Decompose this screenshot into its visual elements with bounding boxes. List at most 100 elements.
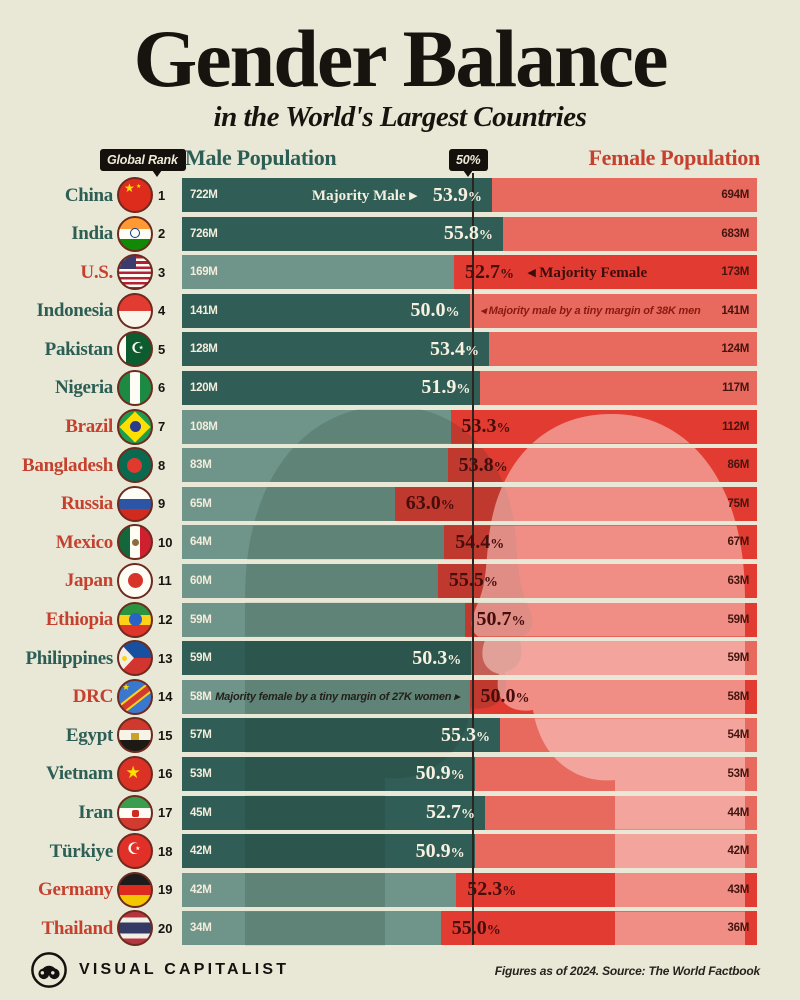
male-population-label: Male Population	[185, 145, 337, 170]
country-name: Iran	[78, 802, 113, 823]
majority-share-label: 53.9%	[432, 183, 482, 206]
male-value: 45M	[190, 806, 212, 819]
male-value: 42M	[190, 845, 212, 858]
flag-icon-brazil	[117, 408, 153, 445]
flag-icon-thailand	[117, 910, 153, 947]
table-row: DRC 14 Majority female by a tiny margin of…	[0, 678, 800, 715]
chart-header: Global Rank Male Population 50% Female P…	[0, 145, 800, 177]
country-name: Germany	[38, 879, 113, 901]
female-bar-segment	[489, 332, 757, 367]
majority-share-label: 54.4%	[455, 530, 505, 553]
country-name: Ethiopia	[45, 609, 114, 631]
male-bar-segment: 53.4%	[182, 332, 490, 367]
rank-number: 6	[158, 380, 166, 396]
majority-share-label: 53.3%	[461, 415, 511, 438]
table-row: Germany 19 52.3% 42M 43M	[0, 871, 800, 908]
female-bar-segment: 52.3%	[456, 872, 757, 907]
male-value: 59M	[190, 613, 212, 626]
table-row: Mexico 10 54.4% 64M 67M	[0, 524, 800, 561]
page-title: Gender Balance	[133, 13, 668, 104]
fifty-percent-label: 50%	[456, 153, 481, 167]
global-rank-badge: Global Rank	[100, 149, 186, 177]
female-value: 117M	[722, 381, 749, 394]
country-name: India	[71, 223, 113, 245]
female-bar-segment: ◂ Majority male by a tiny margin of 38K …	[469, 293, 757, 328]
population-bar: 55.0% 34M 36M	[182, 911, 757, 946]
country-name: China	[64, 184, 113, 206]
population-bar: 54.4% 64M 67M	[182, 525, 757, 560]
flag-icon-iran	[117, 794, 153, 831]
female-bar-segment: 50.7%	[465, 602, 757, 637]
population-bar: Majority female by a tiny margin of 27K …	[182, 679, 757, 714]
majority-share-label: 50.7%	[476, 608, 526, 631]
male-bar-segment: 50.9%	[182, 756, 475, 791]
flag-icon-india	[117, 215, 153, 252]
male-bar-segment: 50.9%	[182, 834, 475, 869]
majority-share-label: 52.7%	[464, 260, 514, 283]
female-value: 683M	[721, 227, 749, 240]
female-bar-segment	[491, 178, 757, 212]
female-bar-segment: 52.7% ◂ Majority Female	[453, 255, 757, 290]
male-value: 34M	[190, 922, 212, 935]
female-bar-segment: 55.5%	[437, 563, 757, 598]
majority-share-label: 50.9%	[415, 839, 465, 862]
flag-icon-philippines	[117, 640, 153, 677]
population-bar: 50.9% 53M 53M	[182, 756, 757, 791]
male-value: 59M	[190, 652, 212, 665]
table-row: Türkiye 18 50.9% 42M 42M	[0, 833, 800, 870]
male-value: 83M	[190, 459, 212, 472]
female-value: 141M	[721, 304, 749, 317]
male-bar-segment	[182, 409, 451, 444]
rows: China 1 Majority Male ▸ 53.9% 722M 694M India 2…	[0, 173, 800, 947]
rank-number: 11	[158, 573, 172, 589]
male-bar-segment	[182, 448, 448, 483]
visual-capitalist-logo	[30, 951, 68, 989]
rank-number: 20	[158, 920, 173, 936]
male-value: 169M	[190, 266, 218, 279]
female-value: 58M	[727, 690, 750, 703]
table-row: Iran 17 52.7% 45M 44M	[0, 794, 800, 831]
fifty-percent-line	[471, 173, 474, 945]
female-bar-segment	[499, 718, 757, 753]
rank-number: 16	[158, 766, 173, 782]
male-bar-segment	[182, 486, 395, 521]
flag-icon-nigeria	[117, 369, 153, 406]
female-bar-segment	[471, 641, 757, 676]
male-value: 42M	[190, 883, 212, 896]
rank-number: 9	[158, 496, 166, 512]
population-bar: 55.8% 726M 683M	[182, 216, 757, 251]
female-value: 42M	[727, 845, 750, 858]
flag-icon-bangladesh	[117, 447, 153, 484]
global-rank-label: Global Rank	[107, 153, 178, 167]
table-row: China 1 Majority Male ▸ 53.9% 722M 694M	[0, 177, 800, 213]
population-bar: 63.0% 65M 75M	[182, 486, 757, 521]
country-name: Pakistan	[44, 338, 114, 360]
male-bar-segment: 55.3%	[182, 718, 500, 753]
majority-share-label: 52.3%	[467, 878, 517, 901]
majority-share-label: 53.4%	[430, 337, 480, 360]
country-name: Indonesia	[36, 300, 113, 322]
majority-share-label: 50.0%	[410, 299, 460, 322]
female-value: 694M	[721, 189, 749, 201]
majority-share-label: 51.9%	[421, 376, 471, 399]
female-bar-segment: 53.3%	[450, 409, 757, 444]
country-name: DRC	[72, 686, 114, 708]
table-row: Vietnam 16 50.9% 53M 53M	[0, 755, 800, 792]
population-bar: 50.7% 59M 59M	[182, 602, 757, 637]
female-value: 86M	[727, 459, 750, 472]
flag-icon-japan	[117, 562, 153, 599]
population-bar: 55.5% 60M 63M	[182, 563, 757, 598]
female-value: 59M	[727, 613, 750, 626]
population-bar: 50.0% ◂ Majority male by a tiny margin of…	[182, 293, 757, 328]
male-bar-segment: 50.3%	[182, 641, 472, 676]
male-bar-segment	[182, 255, 454, 290]
male-bar-segment	[182, 602, 466, 637]
population-bar: 50.3% 59M 59M	[182, 641, 757, 676]
majority-share-label: 63.0%	[405, 492, 455, 515]
majority-share-label: 50.3%	[412, 646, 462, 669]
brand-name: VISUAL CAPITALIST	[79, 961, 290, 978]
female-value: 173M	[721, 266, 749, 279]
population-bar: Majority Male ▸ 53.9% 722M 694M	[182, 178, 757, 212]
rank-number: 3	[158, 264, 166, 280]
